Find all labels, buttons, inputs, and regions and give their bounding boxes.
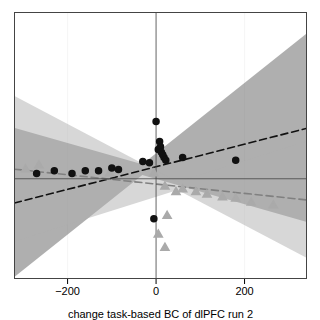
svg-text:0: 0 [153,285,159,297]
svg-text:200: 200 [235,285,253,297]
svg-text:change task-based BC of dlPFC: change task-based BC of dlPFC run 2 [68,308,253,320]
svg-text:−200: −200 [55,285,80,297]
